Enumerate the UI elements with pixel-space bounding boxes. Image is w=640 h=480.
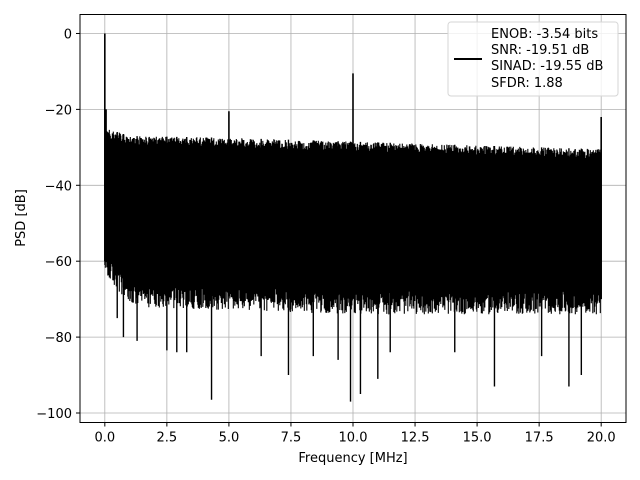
x-tick-label: 7.5 — [281, 431, 302, 446]
x-tick-label: 17.5 — [525, 431, 554, 446]
plot-area — [104, 33, 602, 402]
y-tick-label: −80 — [45, 331, 72, 346]
legend-entry-enob: ENOB: -3.54 bits — [491, 27, 598, 42]
y-tick-label: −40 — [45, 179, 72, 194]
legend-box — [447, 21, 619, 97]
x-tick-label: 20.0 — [587, 431, 616, 446]
y-tick-label: −60 — [45, 255, 72, 270]
legend: ENOB: -3.54 bits SNR: -19.51 dB SINAD: -… — [447, 21, 619, 97]
x-axis-ticks: 0.0 2.5 5.0 7.5 10.0 12.5 15.0 17.5 20.0 — [94, 422, 616, 446]
y-axis-ticks: 0 −20 −40 −60 −80 −100 — [36, 27, 80, 422]
x-axis-label: Frequency [MHz] — [298, 451, 407, 466]
legend-entry-snr: SNR: -19.51 dB — [491, 43, 589, 58]
x-tick-label: 0.0 — [94, 431, 115, 446]
x-tick-label: 2.5 — [157, 431, 178, 446]
y-tick-label: −100 — [36, 407, 72, 422]
y-tick-label: 0 — [64, 27, 72, 42]
legend-entry-sinad: SINAD: -19.55 dB — [491, 59, 603, 74]
x-tick-label: 15.0 — [463, 431, 492, 446]
x-tick-label: 5.0 — [219, 431, 240, 446]
x-tick-label: 12.5 — [401, 431, 430, 446]
y-tick-label: −20 — [45, 103, 72, 118]
x-tick-label: 10.0 — [339, 431, 368, 446]
legend-entry-sfdr: SFDR: 1.88 — [491, 76, 563, 91]
y-axis-label: PSD [dB] — [14, 189, 29, 247]
